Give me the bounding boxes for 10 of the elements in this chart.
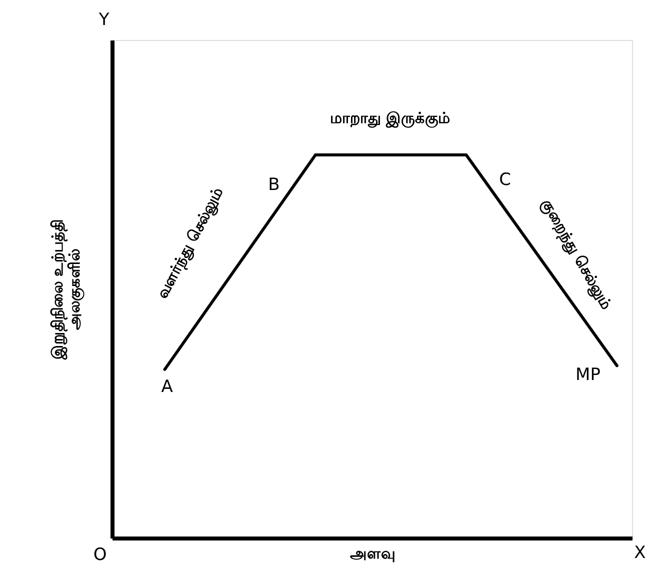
text: O (93, 545, 107, 565)
annotation: C (499, 170, 511, 190)
text: Y (98, 10, 110, 30)
text: மாறாது இருக்கும் (330, 109, 450, 128)
annotation: B (268, 175, 280, 195)
annotation: MP (576, 365, 600, 385)
annotation: A (161, 377, 174, 397)
text: X (634, 543, 646, 563)
y-axis-title: இறுதிநிலை உற்பத்தி அலகுகளில் (48, 219, 84, 361)
x-axis-title: அளவு (350, 544, 395, 562)
